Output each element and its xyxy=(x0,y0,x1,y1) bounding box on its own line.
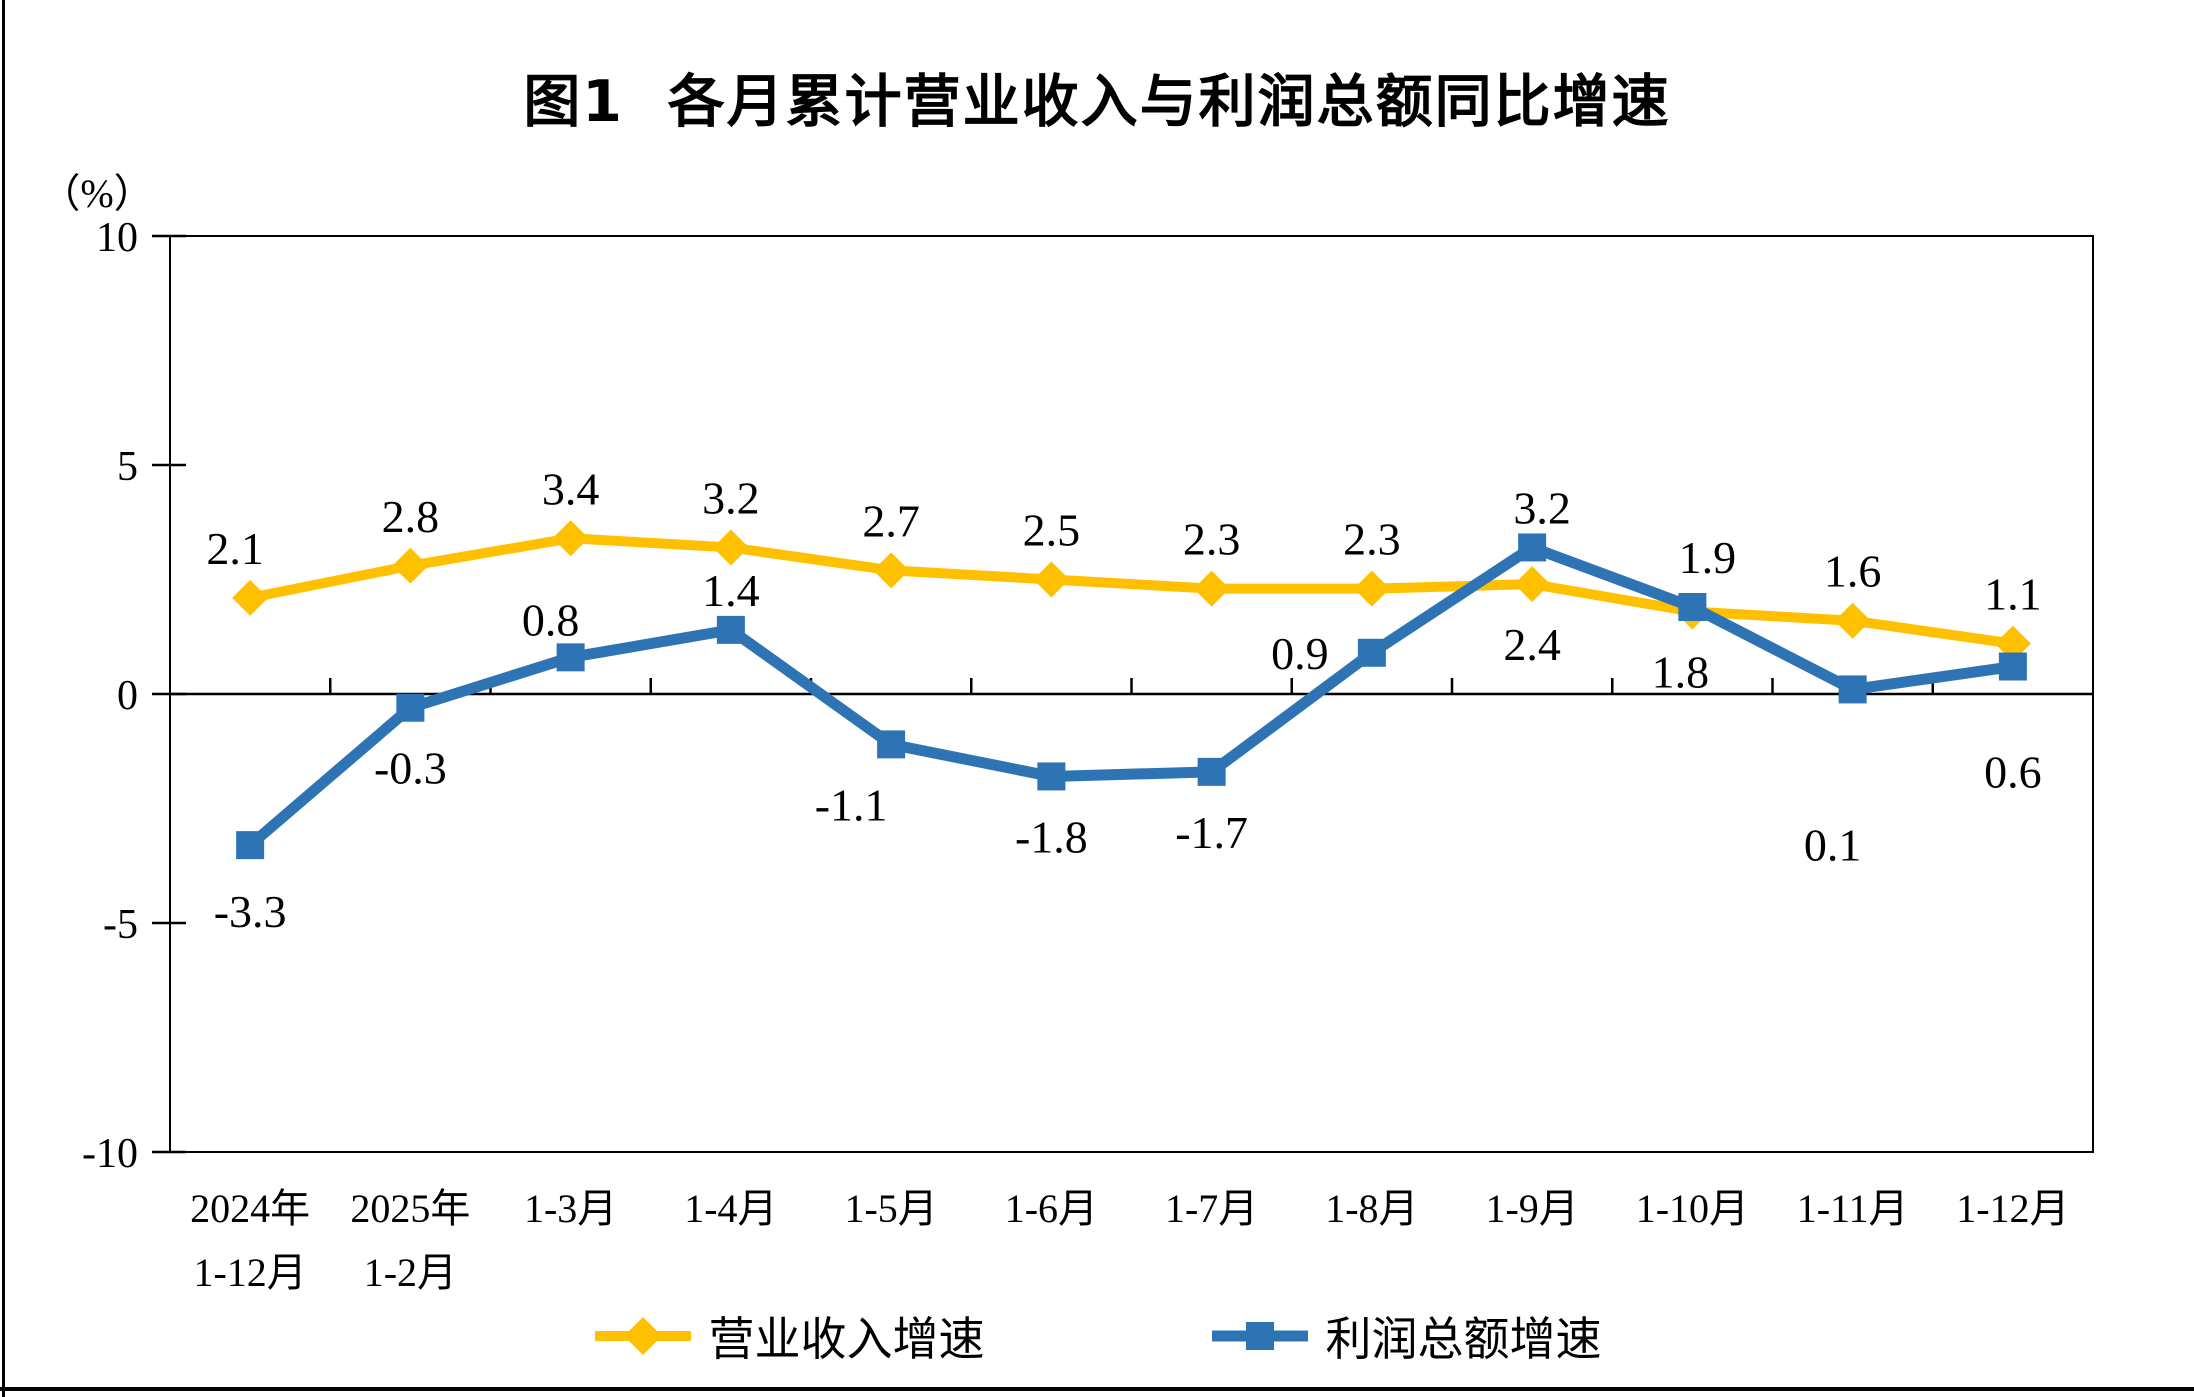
x-axis-category-label: 1-11月 xyxy=(1797,1186,1909,1231)
profit-series-marker xyxy=(396,693,425,722)
revenue-series-data-label: 1.6 xyxy=(1824,546,1882,597)
profit-series-marker xyxy=(236,831,265,860)
y-axis-tick-label: 0 xyxy=(117,673,138,719)
chart-legend: 营业收入增速 利润总额增速 xyxy=(0,1300,2194,1372)
revenue-series-data-label: 3.2 xyxy=(702,472,760,523)
profit-series-marker xyxy=(556,643,585,672)
y-axis-tick-label: 5 xyxy=(117,444,138,490)
x-axis-category-label: 1-8月 xyxy=(1325,1186,1418,1231)
profit-series-marker xyxy=(1998,652,2027,681)
revenue-series-data-label: 2.7 xyxy=(862,495,920,546)
revenue-series-data-label: 2.3 xyxy=(1183,514,1241,565)
revenue-series-marker xyxy=(712,529,749,566)
x-axis-category-label: 1-3月 xyxy=(524,1186,617,1231)
revenue-series-data-label: 2.8 xyxy=(382,491,440,542)
revenue-series-marker xyxy=(1514,566,1551,603)
revenue-series-marker xyxy=(1834,602,1871,639)
x-axis-category-label: 1-7月 xyxy=(1165,1186,1258,1231)
profit-series-data-label: 0.9 xyxy=(1271,628,1329,679)
profit-series-data-label: -1.8 xyxy=(1015,811,1088,862)
profit-series-data-label: -0.3 xyxy=(374,743,447,794)
y-axis-tick-label: -5 xyxy=(103,902,138,948)
revenue-series-marker xyxy=(1033,561,1070,598)
legend-label-revenue: 营业收入增速 xyxy=(708,1314,985,1365)
revenue-series-marker xyxy=(232,579,269,616)
x-axis-category-label: 1-9月 xyxy=(1485,1186,1578,1231)
revenue-series-marker xyxy=(1353,570,1390,607)
y-axis-tick-label: -10 xyxy=(82,1131,138,1177)
legend-item-profit: 利润总额增速 xyxy=(1210,1303,1602,1369)
profit-series-marker xyxy=(1357,638,1386,667)
profit-series-marker xyxy=(1838,675,1867,704)
profit-series-marker xyxy=(1037,762,1066,791)
profit-series-marker xyxy=(1518,533,1547,562)
profit-series-legend-marker-icon xyxy=(1211,1322,1308,1350)
x-axis-category-label: 1-10月 xyxy=(1636,1186,1749,1231)
page-left-border-line xyxy=(2,0,5,1397)
x-axis-category-label: 1-12月 xyxy=(1956,1186,2069,1231)
revenue-series-marker xyxy=(552,520,589,557)
revenue-series-data-label: 2.4 xyxy=(1503,619,1561,670)
y-axis-tick-label: 10 xyxy=(96,215,138,261)
x-axis-category-label: 1-12月 xyxy=(193,1250,306,1295)
revenue-series-data-label: 1.1 xyxy=(1984,569,2042,620)
x-axis-category-label: 1-2月 xyxy=(364,1250,457,1295)
profit-series-data-label: -1.7 xyxy=(1175,807,1248,858)
revenue-series-legend-marker-icon xyxy=(594,1317,691,1355)
profit-series-data-label: -1.1 xyxy=(815,779,888,830)
profit-series-line xyxy=(246,541,2014,850)
page-bottom-border-line xyxy=(0,1387,2194,1391)
profit-series-marker xyxy=(1197,757,1226,786)
x-axis-category-label: 2025年 xyxy=(350,1186,470,1231)
revenue-series-data-label: 2.1 xyxy=(206,523,264,574)
y-axis-unit-label: （%） xyxy=(40,171,153,216)
profit-series-data-label: 0.1 xyxy=(1804,819,1862,870)
profit-series-data-label: 1.9 xyxy=(1679,532,1737,583)
profit-series-marker xyxy=(877,730,906,759)
profit-series-data-label: 1.4 xyxy=(702,565,760,616)
profit-series-data-label: -3.3 xyxy=(214,886,287,937)
revenue-series-line xyxy=(249,533,2014,649)
revenue-series-data-label: 3.4 xyxy=(542,463,600,514)
profit-series-data-label: 0.8 xyxy=(522,594,580,645)
x-axis-category-label: 1-6月 xyxy=(1005,1186,1098,1231)
revenue-series-marker xyxy=(1193,570,1230,607)
chart-title: 图1 各月累计营业收入与利润总额同比增速 xyxy=(523,69,1671,135)
profit-series-marker xyxy=(716,615,745,644)
legend-label-profit: 利润总额增速 xyxy=(1325,1314,1602,1365)
profit-series-marker xyxy=(1678,592,1707,621)
x-axis-category-label: 1-4月 xyxy=(684,1186,777,1231)
x-axis-category-label: 1-5月 xyxy=(844,1186,937,1231)
profit-series-data-label: 3.2 xyxy=(1513,482,1571,533)
revenue-series-data-label: 2.3 xyxy=(1343,514,1401,565)
revenue-series-marker xyxy=(873,552,910,589)
x-axis-category-label: 2024年 xyxy=(190,1186,310,1231)
revenue-series-marker xyxy=(392,547,429,584)
legend-item-revenue: 营业收入增速 xyxy=(593,1303,985,1369)
profit-series-data-label: 0.6 xyxy=(1984,747,2042,798)
revenue-series-data-label: 1.8 xyxy=(1652,647,1710,698)
revenue-series-data-label: 2.5 xyxy=(1023,505,1081,556)
